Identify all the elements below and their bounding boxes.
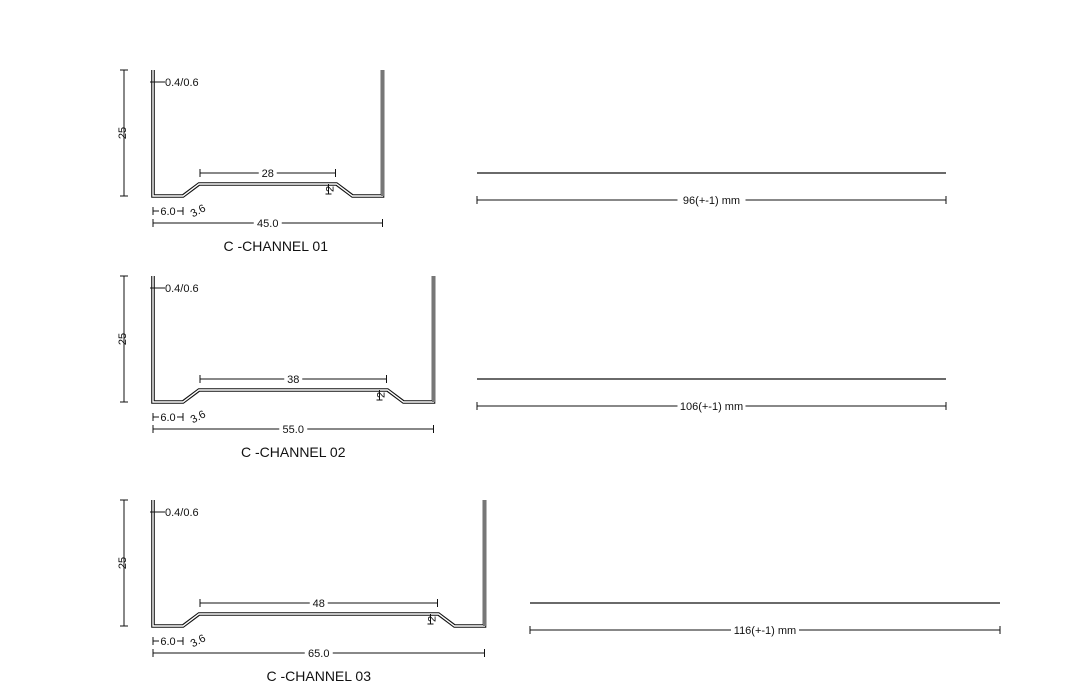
thickness-label: 0.4/0.6 (165, 507, 199, 519)
label-mask (731, 624, 799, 635)
label-mask (159, 635, 177, 646)
channel-web-right (483, 500, 486, 626)
inner-width-label: 38 (287, 374, 299, 386)
c-channel-01: 25 0.4/0.6 28 2 6.0 3.6 45.0 C -CHANNEL 01 96(+-… (117, 69, 947, 254)
label-mask (284, 372, 303, 382)
length-label: 116(+-1) mm (734, 625, 796, 637)
inner-width-label: 48 (313, 598, 325, 610)
length-label: 106(+-1) mm (680, 401, 743, 413)
channel-web-right (381, 70, 384, 196)
width-label: 45.0 (257, 218, 278, 230)
channel-title: C -CHANNEL 03 (266, 668, 371, 684)
flange-label: 6.0 (160, 636, 175, 648)
slope-label: 3.6 (189, 202, 208, 220)
label-mask (677, 400, 746, 411)
flange-label: 6.0 (160, 206, 175, 218)
label-mask (159, 205, 177, 216)
step-label: 2 (325, 186, 337, 192)
label-mask (279, 423, 308, 434)
label-mask (159, 411, 177, 422)
channel-profile-inner (152, 276, 435, 403)
width-label: 65.0 (308, 648, 329, 660)
length-label: 96(+-1) mm (683, 195, 740, 207)
channel-profile-inner (152, 500, 486, 627)
inner-width-label: 28 (262, 168, 274, 180)
channel-title: C -CHANNEL 02 (241, 444, 346, 460)
height-label: 25 (117, 127, 129, 139)
channel-web-right (432, 276, 435, 402)
c-channel-03: 25 0.4/0.6 48 2 6.0 3.6 65.0 C -CHANNEL 03 116(+… (117, 499, 1001, 684)
step-label: 2 (376, 392, 388, 398)
label-mask (677, 194, 746, 205)
channel-profile-inner (152, 70, 384, 197)
slope-label: 3.6 (189, 408, 208, 426)
step-label: 2 (427, 616, 439, 622)
thickness-label: 0.4/0.6 (165, 77, 199, 89)
height-label: 25 (117, 557, 129, 569)
height-label: 25 (117, 333, 129, 345)
thickness-label: 0.4/0.6 (165, 283, 199, 295)
width-label: 55.0 (283, 424, 304, 436)
label-mask (309, 596, 328, 606)
flange-label: 6.0 (160, 412, 175, 424)
label-mask (253, 217, 282, 228)
label-mask (304, 647, 333, 658)
c-channel-02: 25 0.4/0.6 38 2 6.0 3.6 55.0 C -CHANNEL 02 106(+… (117, 275, 947, 460)
label-mask (258, 166, 277, 176)
slope-label: 3.6 (189, 632, 208, 650)
channel-title: C -CHANNEL 01 (223, 238, 328, 254)
